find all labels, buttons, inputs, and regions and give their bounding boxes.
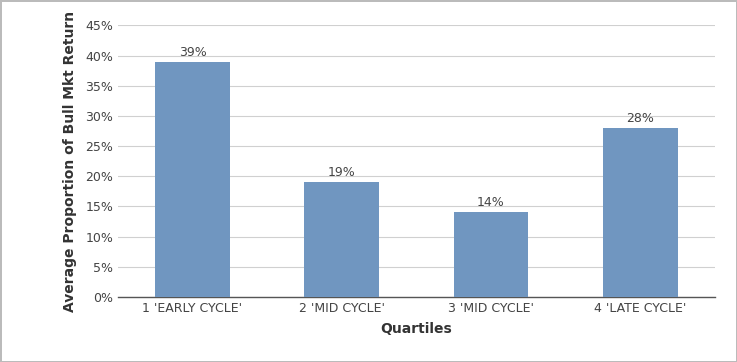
Text: 39%: 39% bbox=[178, 46, 206, 59]
Text: 19%: 19% bbox=[328, 166, 356, 179]
Bar bbox=[304, 182, 379, 297]
Text: 14%: 14% bbox=[477, 196, 505, 209]
Bar bbox=[603, 128, 677, 297]
Bar bbox=[454, 212, 528, 297]
Y-axis label: Average Proportion of Bull Mkt Return: Average Proportion of Bull Mkt Return bbox=[63, 10, 77, 312]
X-axis label: Quartiles: Quartiles bbox=[380, 322, 453, 336]
Text: 28%: 28% bbox=[626, 112, 654, 125]
Bar bbox=[156, 62, 230, 297]
